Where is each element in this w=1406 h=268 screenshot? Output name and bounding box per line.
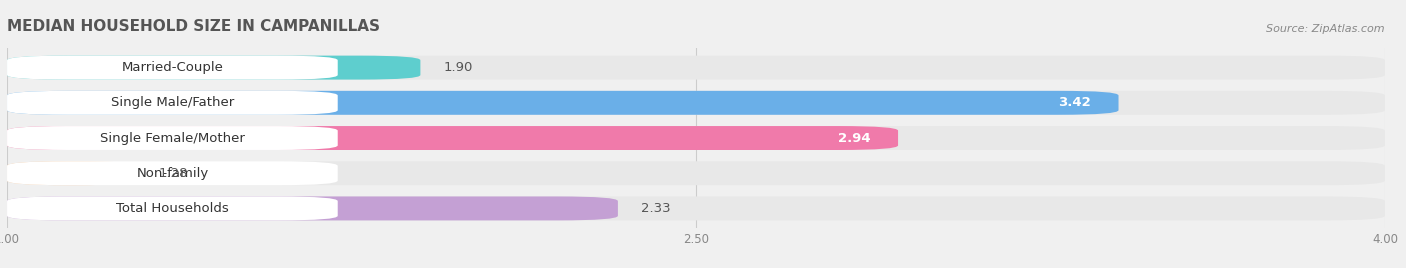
FancyBboxPatch shape xyxy=(7,56,1385,80)
Text: 1.28: 1.28 xyxy=(159,167,188,180)
Text: 2.94: 2.94 xyxy=(838,132,870,144)
Text: MEDIAN HOUSEHOLD SIZE IN CAMPANILLAS: MEDIAN HOUSEHOLD SIZE IN CAMPANILLAS xyxy=(7,19,380,34)
FancyBboxPatch shape xyxy=(7,161,1385,185)
Text: Married-Couple: Married-Couple xyxy=(121,61,224,74)
FancyBboxPatch shape xyxy=(7,91,337,115)
FancyBboxPatch shape xyxy=(7,126,337,150)
Text: 3.42: 3.42 xyxy=(1059,96,1091,109)
Text: 1.90: 1.90 xyxy=(443,61,472,74)
FancyBboxPatch shape xyxy=(7,126,1385,150)
Text: Source: ZipAtlas.com: Source: ZipAtlas.com xyxy=(1267,24,1385,34)
Text: Single Male/Father: Single Male/Father xyxy=(111,96,233,109)
FancyBboxPatch shape xyxy=(7,161,135,185)
FancyBboxPatch shape xyxy=(7,91,1119,115)
FancyBboxPatch shape xyxy=(7,56,337,80)
Text: Single Female/Mother: Single Female/Mother xyxy=(100,132,245,144)
Text: 2.33: 2.33 xyxy=(641,202,671,215)
FancyBboxPatch shape xyxy=(7,196,617,220)
FancyBboxPatch shape xyxy=(7,161,337,185)
FancyBboxPatch shape xyxy=(7,126,898,150)
FancyBboxPatch shape xyxy=(7,91,1385,115)
FancyBboxPatch shape xyxy=(7,196,1385,220)
FancyBboxPatch shape xyxy=(7,56,420,80)
Text: Non-family: Non-family xyxy=(136,167,208,180)
Text: Total Households: Total Households xyxy=(117,202,229,215)
FancyBboxPatch shape xyxy=(7,196,337,220)
